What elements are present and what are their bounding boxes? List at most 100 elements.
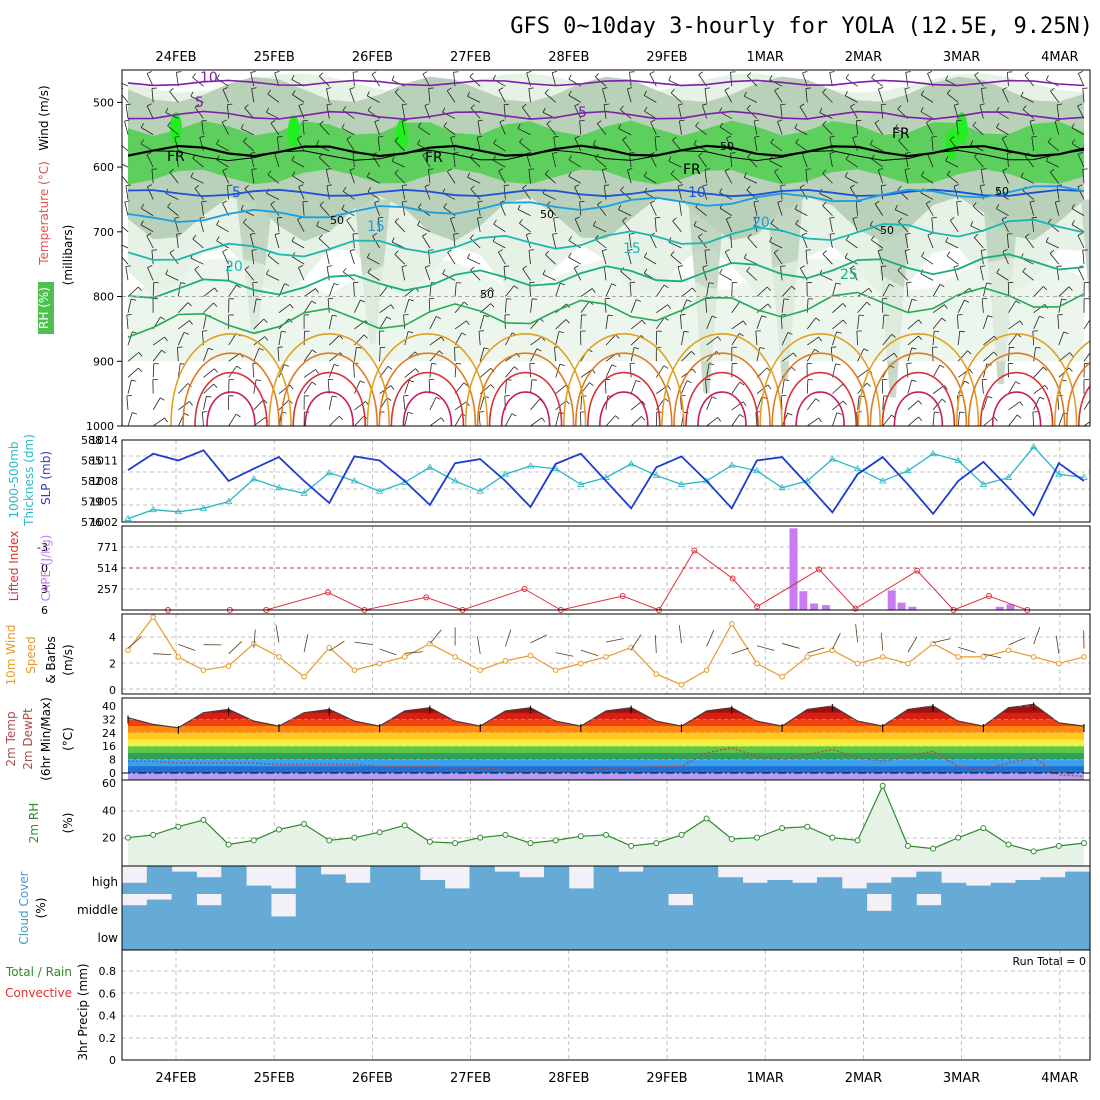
wind-barb	[422, 154, 431, 168]
wind-barb-flag	[705, 87, 711, 89]
thickness-point	[627, 460, 635, 467]
temp-arch	[500, 391, 551, 426]
thickness-point	[124, 514, 132, 521]
wind-barb-flag	[918, 335, 923, 340]
wind-speed-point	[804, 654, 811, 660]
wind-barb	[822, 253, 833, 265]
wind-barb-flag	[691, 351, 696, 356]
wind-speed-point	[477, 667, 484, 673]
wind-barb-flag	[870, 235, 875, 241]
wind-barb	[1083, 399, 1090, 411]
wind-barb	[296, 138, 305, 152]
wind-barb-flag	[326, 87, 332, 90]
cloud-bar	[593, 894, 619, 922]
wind-tick-label: 0	[109, 684, 116, 697]
temp-contour	[127, 185, 1085, 223]
wind-speed-point	[603, 654, 609, 660]
surface-wind-barb	[504, 629, 512, 647]
temp-arch	[476, 352, 575, 426]
wind-barb	[519, 141, 531, 152]
cloud-bar	[792, 882, 818, 894]
wind-barb	[251, 88, 255, 103]
surface-wind-barb	[605, 638, 624, 643]
wind-barb	[857, 368, 870, 378]
wind-barb-flag	[138, 286, 142, 292]
wind-speed-point	[351, 667, 358, 673]
wind-barb	[630, 380, 637, 394]
wind-barb	[529, 363, 531, 378]
wind-speed-point	[628, 644, 634, 651]
wind-barb-flag	[743, 172, 747, 178]
wind-barb-flag	[208, 347, 214, 351]
wind-barb	[499, 202, 506, 216]
cloud-bar	[668, 866, 694, 894]
temp-stripe	[128, 719, 1084, 727]
wind-barb-flag	[450, 135, 456, 139]
wind-barb-flag	[829, 152, 835, 154]
wind-barb-flag	[650, 200, 656, 204]
wind-barb-flag	[492, 236, 496, 242]
wind-barb-flag	[996, 268, 1000, 274]
wind-barb-flag	[371, 71, 377, 75]
wind-barb-flag	[698, 233, 703, 238]
wind-barb	[127, 379, 132, 394]
wind-barb	[354, 347, 357, 362]
slp-tick-label: 1014	[90, 434, 118, 447]
wind-barb	[957, 299, 965, 313]
wind-barb	[327, 298, 330, 313]
wind-barb	[203, 368, 215, 378]
rh-point	[426, 838, 433, 845]
wind-barb-flag	[1045, 237, 1049, 243]
wind-barb-flag	[618, 123, 622, 129]
thickness-point	[929, 449, 937, 457]
wind-barb-flag	[574, 265, 579, 269]
wind-barb-flag	[726, 135, 732, 139]
wind-speed-point	[829, 647, 836, 654]
dewpoint-line	[128, 747, 1085, 778]
wind-barb-flag	[469, 153, 474, 158]
temp-arch	[759, 332, 881, 426]
wind-barb	[680, 395, 682, 410]
rh-point	[1081, 840, 1087, 847]
wind-barb-flag	[545, 250, 550, 255]
cape-bar	[799, 591, 808, 610]
wind-barb-flag	[1002, 135, 1007, 139]
wind-barb-flag	[367, 268, 371, 273]
temp-contour-label: 20	[225, 259, 243, 275]
date-label-bottom: 24FEB	[155, 1071, 196, 1086]
wind-barb-flag	[222, 249, 228, 252]
wind-barb	[949, 139, 959, 152]
wind-barb-flag	[184, 412, 189, 416]
wind-barb-flag	[264, 336, 269, 341]
cloud-bar	[543, 866, 570, 894]
cloud-bar	[196, 877, 222, 894]
thickness-point	[275, 484, 283, 491]
wind-barb	[479, 367, 492, 378]
minmax-marker: I	[227, 705, 230, 718]
wind-barb	[194, 188, 204, 200]
rh-point	[552, 837, 559, 844]
cape-tick-label: 257	[97, 583, 118, 596]
wind-barb	[228, 333, 237, 346]
wind-barb	[801, 153, 808, 168]
wind-barb-flag	[747, 72, 752, 77]
surface-wind-barb	[1033, 627, 1041, 645]
wind-barb-flag	[258, 347, 264, 351]
rh-point	[804, 823, 811, 830]
wind-barb	[303, 369, 316, 378]
temp-arch	[563, 332, 685, 426]
wind-barb-flag	[522, 103, 527, 108]
cloud-bar	[1065, 922, 1091, 950]
cloud-bar	[1040, 877, 1066, 894]
wind-barb-flag	[881, 184, 887, 186]
wind-barb	[719, 207, 733, 216]
wind-barb	[881, 298, 884, 313]
wind-speed-point	[401, 654, 408, 660]
wind-barb	[517, 209, 531, 216]
wind-barb	[649, 235, 657, 249]
wind-barb	[354, 401, 366, 411]
temp-contour-label: 5	[195, 95, 204, 111]
minmax-marker: I	[780, 722, 783, 735]
wind-barb	[904, 250, 909, 265]
wind-barb	[1029, 121, 1035, 135]
